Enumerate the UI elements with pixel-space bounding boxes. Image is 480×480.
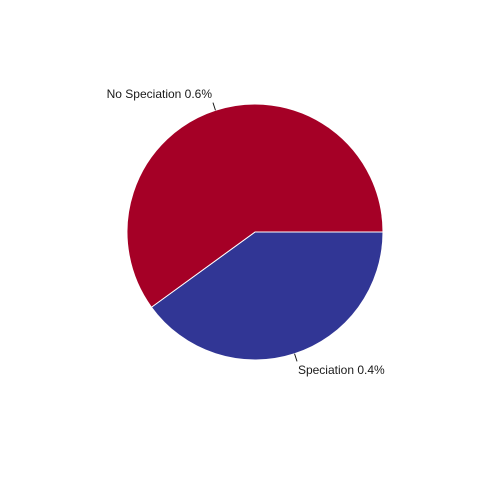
slice-label-1: No Speciation 0.6% <box>107 87 213 101</box>
pie-slices <box>126 103 384 361</box>
leader-line-0 <box>294 353 298 362</box>
leader-lines <box>212 102 298 362</box>
pie-slice-1 <box>126 103 384 308</box>
leader-line-1 <box>212 102 216 111</box>
slice-labels: Speciation 0.4% No Speciation 0.6% <box>107 87 385 377</box>
pie-slice-0 <box>150 231 384 361</box>
slice-label-0: Speciation 0.4% <box>298 363 385 377</box>
